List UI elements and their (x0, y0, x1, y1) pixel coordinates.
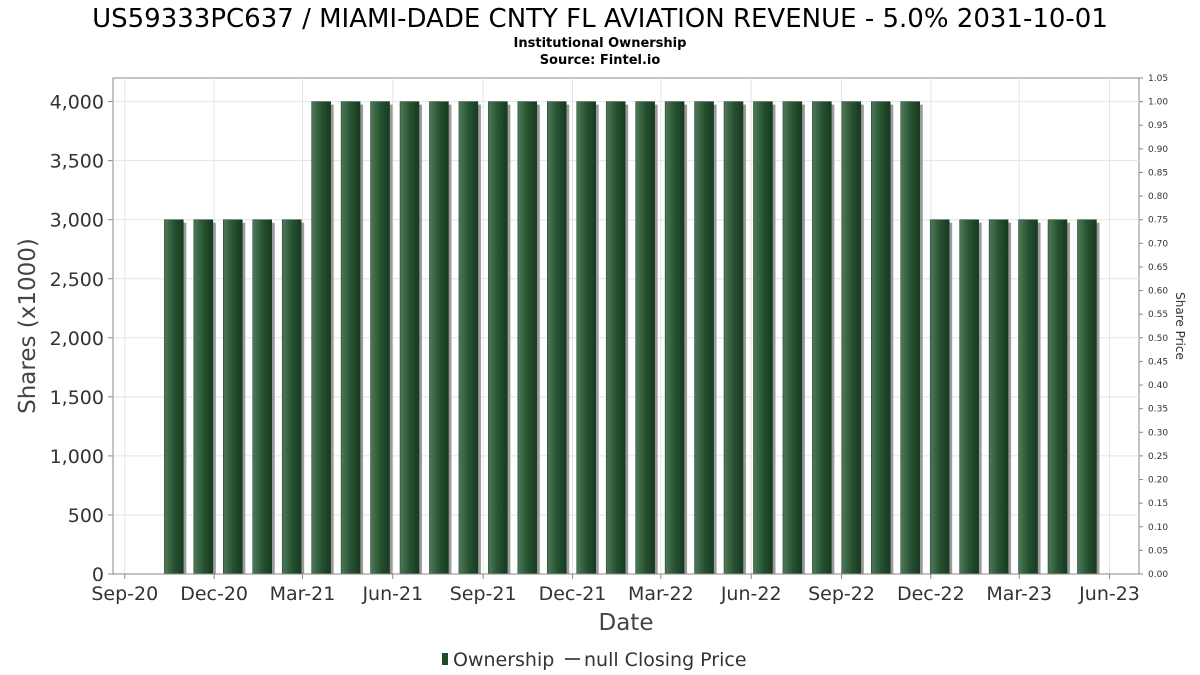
legend-price-label: null Closing Price (584, 649, 747, 671)
y2-tick-label: 0.90 (1148, 145, 1168, 155)
ownership-bar (1047, 219, 1068, 575)
x-tick-label: Jun-21 (361, 583, 423, 605)
chart-title: US59333PC637 / MIAMI-DADE CNTY FL AVIATI… (92, 4, 1108, 34)
y2-tick-label: 0.10 (1148, 523, 1168, 533)
y2-tick-label: 0.05 (1148, 546, 1168, 556)
ownership-bar (605, 101, 626, 575)
ownership-bar (223, 219, 243, 575)
ownership-bar (458, 101, 479, 575)
y-tick-label: 2,500 (50, 269, 104, 291)
y2-axis: 0.00 0.05 0.10 0.15 0.20 0.25 0.30 0.35 0.40 0.45… (1139, 74, 1168, 580)
ownership-bar (900, 101, 920, 575)
y-tick-label: 1,500 (50, 387, 104, 409)
ownership-bar (782, 101, 803, 575)
x-tick-label: Dec-20 (180, 583, 248, 605)
y-tick-label: 500 (68, 505, 104, 527)
ownership-bar (164, 219, 184, 575)
ownership-bar (281, 219, 302, 575)
ownership-bar (370, 101, 390, 575)
y2-tick-label: 0.15 (1148, 499, 1168, 509)
y2-tick-label: 0.20 (1148, 476, 1168, 486)
x-tick-label: Dec-22 (897, 583, 965, 605)
y2-tick-label: 0.45 (1148, 357, 1168, 367)
y2-tick-label: 0.40 (1148, 381, 1168, 391)
x-tick-label: Jun-23 (1078, 583, 1140, 605)
y2-tick-label: 0.85 (1148, 168, 1168, 178)
x-tick-label: Jun-22 (720, 583, 782, 605)
y2-tick-label: 1.00 (1148, 98, 1168, 108)
ownership-bar (664, 101, 685, 575)
y2-tick-label: 0.75 (1148, 216, 1168, 226)
ownership-bar (311, 101, 331, 575)
ownership-bar (694, 101, 714, 575)
ownership-bar (723, 101, 744, 575)
ownership-bar (1018, 219, 1038, 575)
y2-tick-label: 0.55 (1148, 310, 1168, 320)
y2-tick-label: 0.80 (1148, 192, 1168, 202)
ownership-bar (429, 101, 449, 575)
legend-ownership-label: Ownership (453, 649, 554, 671)
ownership-bar (988, 219, 1009, 575)
ownership-bar (488, 101, 508, 575)
ownership-bar (812, 101, 832, 575)
x-tick-label: Mar-23 (986, 583, 1052, 605)
y2-tick-label: 0.95 (1148, 121, 1168, 131)
ownership-bar (547, 101, 567, 575)
y-tick-label: 1,000 (50, 446, 104, 468)
legend: Ownership null Closing Price (442, 649, 747, 671)
ownership-bar (871, 101, 891, 575)
y2-tick-label: 0.70 (1148, 239, 1168, 249)
y2-tick-label: 0.00 (1148, 570, 1168, 580)
y-tick-label: 4,000 (50, 92, 104, 114)
y-axis: 0 500 1,000 1,500 2,000 2,500 3,000 3,500 4,000 (50, 92, 113, 586)
ownership-bar (841, 101, 862, 575)
ownership-bar (340, 101, 361, 575)
y2-tick-label: 0.35 (1148, 405, 1168, 415)
y-tick-label: 2,000 (50, 328, 104, 350)
x-tick-label: Sep-20 (91, 583, 158, 605)
bars (164, 101, 1100, 575)
y2-axis-label: Share Price (1173, 292, 1187, 360)
x-axis: Sep-20 Dec-20 Mar-21 Jun-21 Sep-21 Dec-21 Mar-… (91, 573, 1140, 605)
ownership-bar (753, 101, 773, 575)
x-tick-label: Sep-21 (450, 583, 517, 605)
ownership-bar (1077, 219, 1097, 575)
y-tick-label: 3,500 (50, 151, 104, 173)
y2-tick-label: 0.50 (1148, 334, 1168, 344)
x-tick-label: Mar-21 (270, 583, 336, 605)
ownership-bar (929, 219, 950, 575)
legend-ownership-swatch (442, 653, 448, 665)
y-axis-label: Shares (x1000) (15, 238, 41, 414)
chart-source: Source: Fintel.io (540, 53, 661, 68)
x-tick-label: Sep-22 (808, 583, 875, 605)
y-tick-label: 0 (92, 564, 104, 586)
x-axis-label: Date (599, 610, 654, 636)
ownership-bar (399, 101, 420, 575)
x-tick-label: Mar-22 (628, 583, 694, 605)
ownership-bar (959, 219, 979, 575)
ownership-bar (635, 101, 655, 575)
y2-tick-label: 0.25 (1148, 452, 1168, 462)
ownership-bar (576, 101, 596, 575)
y2-tick-label: 0.65 (1148, 263, 1168, 273)
x-tick-label: Dec-21 (539, 583, 607, 605)
ownership-bar (252, 219, 272, 575)
y2-tick-label: 1.05 (1148, 74, 1168, 84)
y2-tick-label: 0.60 (1148, 287, 1168, 297)
y2-tick-label: 0.30 (1148, 428, 1168, 438)
y-tick-label: 3,000 (50, 210, 104, 232)
ownership-bar (193, 219, 214, 575)
chart-subtitle: Institutional Ownership (514, 36, 687, 51)
ownership-bar (517, 101, 538, 575)
